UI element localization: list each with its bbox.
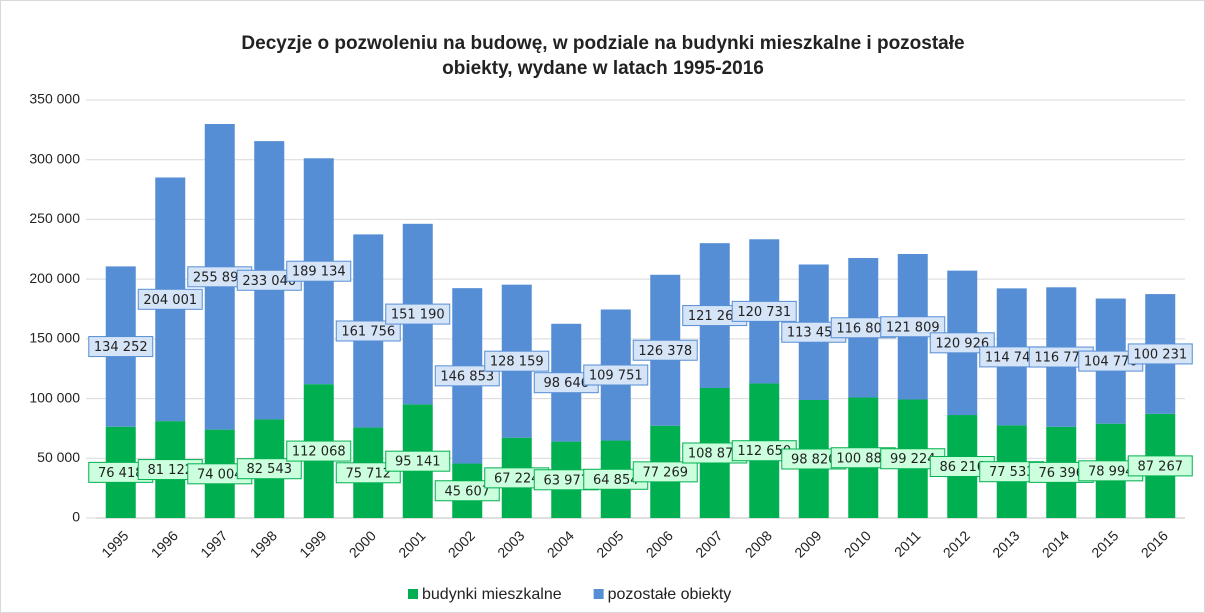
value-label: 82 543 — [247, 462, 293, 477]
value-label: 116 800 — [836, 321, 890, 336]
value-label: 151 190 — [391, 308, 445, 323]
value-label-box — [583, 364, 649, 386]
value-label-box — [335, 320, 401, 342]
value-label: 146 853 — [440, 369, 494, 384]
value-label: 99 224 — [890, 452, 936, 467]
value-label-box — [385, 303, 451, 325]
value-label: 45 607 — [445, 484, 491, 499]
value-label: 75 712 — [346, 466, 392, 481]
value-label-box — [88, 336, 154, 358]
value-label-box — [335, 462, 401, 484]
value-label: 120 731 — [737, 305, 791, 320]
value-label-box — [286, 440, 352, 462]
value-label-box — [880, 316, 946, 338]
value-label: 63 977 — [544, 473, 590, 488]
y-tick-label: 100 000 — [29, 389, 80, 405]
value-label: 189 134 — [292, 265, 346, 280]
value-label: 126 378 — [638, 344, 692, 359]
value-label: 86 216 — [940, 460, 986, 475]
value-label-box — [1127, 343, 1193, 365]
legend-swatch — [593, 589, 604, 599]
value-label-box — [385, 450, 451, 472]
value-label-box — [286, 260, 352, 282]
value-label: 109 751 — [589, 369, 643, 384]
y-tick-label: 250 000 — [29, 210, 80, 226]
value-label: 255 890 — [193, 270, 247, 285]
value-label: 77 533 — [989, 465, 1035, 480]
chart-title: Decyzje o pozwoleniu na budowę, w podzia… — [241, 33, 964, 54]
y-tick-label: 350 000 — [29, 91, 80, 107]
value-label: 161 756 — [341, 324, 395, 339]
value-label-box — [137, 288, 203, 310]
value-label: 114 740 — [985, 350, 1039, 365]
legend-label: budynki mieszkalne — [422, 586, 562, 603]
value-label-box — [929, 332, 995, 354]
value-label: 108 870 — [688, 446, 742, 461]
value-label-box — [434, 480, 500, 502]
value-label-box — [434, 365, 500, 387]
value-label: 112 068 — [292, 445, 346, 460]
chart-title: obiekty, wydane w latach 1995-2016 — [442, 58, 764, 79]
value-label: 98 646 — [544, 376, 590, 391]
value-label: 100 231 — [1133, 347, 1187, 362]
value-label-box — [1127, 455, 1193, 477]
value-label: 128 159 — [490, 355, 544, 370]
y-tick-label: 200 000 — [29, 270, 80, 286]
value-label: 100 881 — [836, 451, 890, 466]
value-label-box — [484, 350, 550, 372]
value-label: 76 418 — [98, 466, 144, 481]
value-label: 116 770 — [1034, 351, 1088, 366]
value-label: 64 854 — [593, 473, 639, 488]
legend-label: pozostałe obiekty — [608, 586, 732, 603]
y-tick-label: 300 000 — [29, 150, 80, 166]
value-label: 104 770 — [1084, 355, 1138, 370]
value-label: 121 260 — [688, 309, 742, 324]
y-tick-label: 50 000 — [37, 449, 80, 465]
value-label-box — [632, 461, 698, 483]
value-label: 87 267 — [1138, 459, 1184, 474]
value-label: 98 820 — [791, 452, 837, 467]
value-label: 120 926 — [935, 336, 989, 351]
value-label-box — [236, 458, 302, 480]
value-label: 113 450 — [787, 326, 841, 341]
value-label: 233 040 — [242, 274, 296, 289]
y-tick-label: 0 — [72, 509, 80, 525]
value-label: 67 224 — [494, 471, 540, 486]
value-label: 81 122 — [148, 463, 194, 478]
legend-swatch — [408, 589, 418, 599]
value-label: 78 994 — [1088, 464, 1134, 479]
value-label: 76 396 — [1039, 466, 1085, 481]
value-label: 134 252 — [94, 340, 148, 355]
value-label: 77 269 — [643, 465, 689, 480]
value-label-box — [731, 300, 797, 322]
value-label: 74 004 — [197, 467, 243, 482]
value-label: 95 141 — [395, 455, 441, 470]
y-tick-label: 150 000 — [29, 330, 80, 346]
value-label: 204 001 — [143, 293, 197, 308]
value-label: 112 650 — [737, 444, 791, 459]
value-label-box — [632, 339, 698, 361]
value-label: 121 809 — [886, 320, 940, 335]
